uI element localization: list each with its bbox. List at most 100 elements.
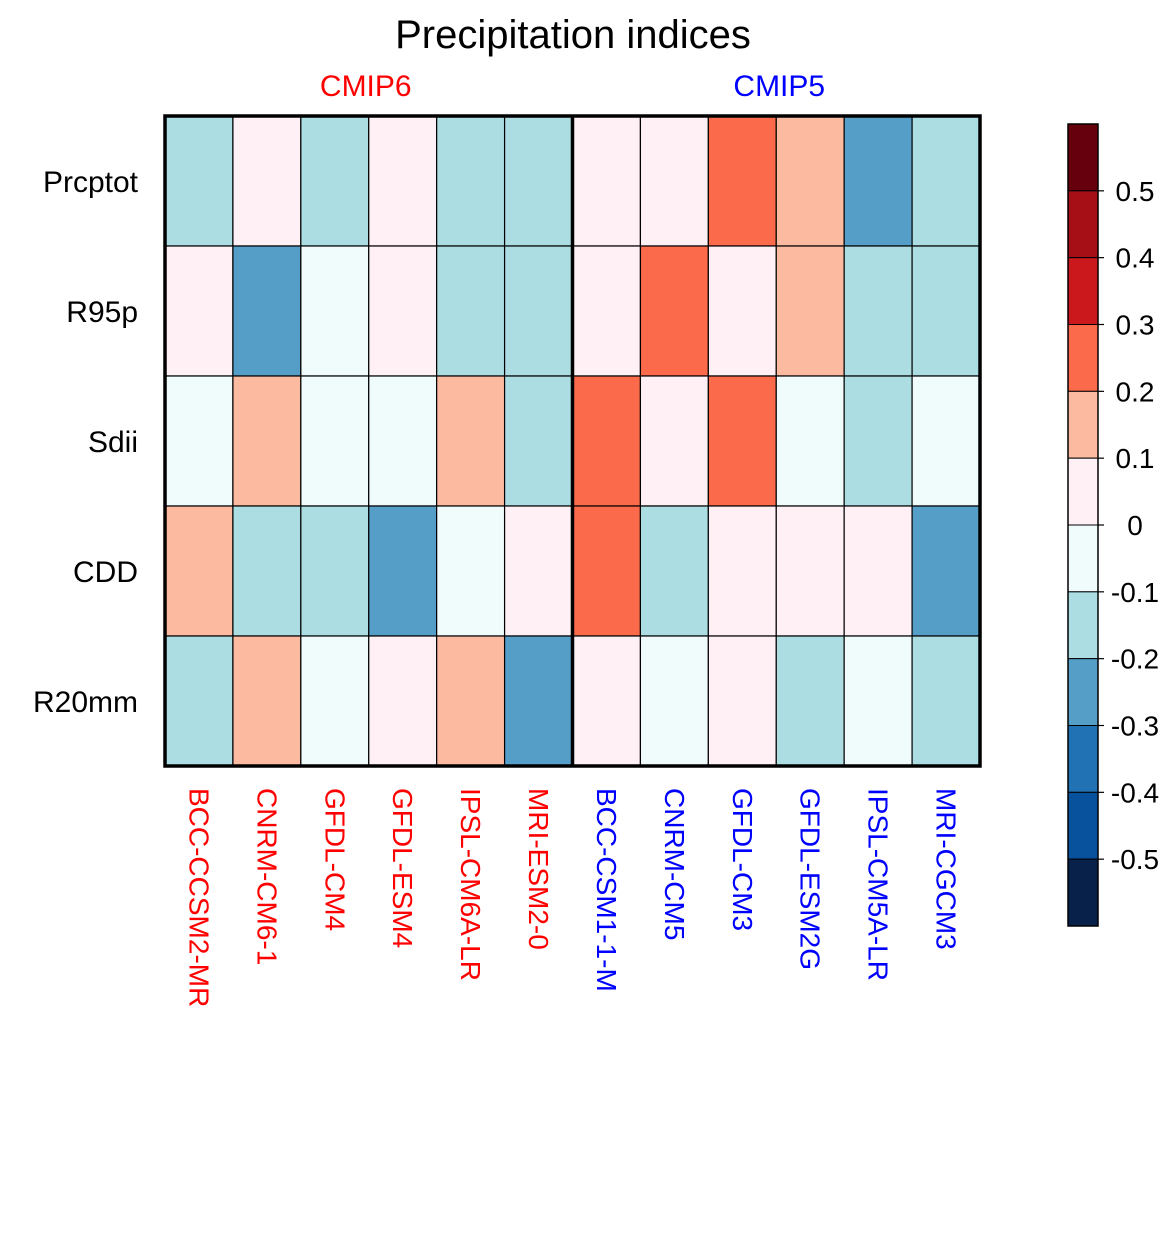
column-label: IPSL-CM6A-LR	[455, 788, 486, 981]
heatmap-cell	[300, 505, 370, 637]
colorbar-bin	[1067, 858, 1099, 927]
row-label: R95p	[66, 296, 138, 329]
heatmap-cell	[775, 115, 845, 247]
heatmap-cell	[436, 115, 506, 247]
column-label: MRI-ESM2-0	[523, 788, 554, 950]
heatmap-cell	[503, 635, 574, 767]
column-label: GFDL-CM3	[727, 788, 758, 931]
heatmap-cell	[436, 505, 506, 637]
heatmap-cell	[639, 505, 709, 637]
heatmap-cell	[707, 245, 777, 377]
heatmap-cell	[911, 635, 981, 767]
colorbar-bin	[1067, 725, 1099, 793]
chart-title: Precipitation indices	[395, 13, 751, 57]
row-label: Prcptot	[43, 166, 139, 199]
column-label: MRI-CGCM3	[931, 788, 962, 950]
heatmap-cell	[707, 505, 777, 637]
heatmap-cell	[775, 505, 845, 637]
row-label: Sdii	[88, 426, 138, 459]
column-label: GFDL-ESM4	[387, 788, 418, 948]
heatmap-cell	[232, 115, 302, 247]
column-label: GFDL-CM4	[319, 788, 350, 931]
heatmap-cell	[436, 375, 506, 507]
heatmap-cell	[775, 245, 845, 377]
colorbar-tick-label: 0	[1127, 510, 1143, 541]
heatmap-cell	[911, 505, 981, 637]
colorbar-bin	[1067, 791, 1099, 860]
colorbar-tick-label: -0.5	[1111, 844, 1159, 875]
colorbar-tick-label: -0.1	[1111, 577, 1159, 608]
colorbar: 0.5 0.4 0.3 0.2 0.1 0 -0.1 -0.2 -0.3 -0.4 -0.5	[1067, 123, 1159, 927]
heatmap-cell	[503, 115, 574, 247]
colorbar-bin	[1067, 257, 1099, 325]
heatmap-cell	[775, 375, 845, 507]
colorbar-bin	[1067, 324, 1099, 392]
heatmap-cells	[164, 115, 981, 767]
colorbar-tick-label: 0.3	[1116, 310, 1155, 341]
heatmap-cell	[436, 245, 506, 377]
column-label: GFDL-ESM2G	[795, 788, 826, 970]
heatmap-cell	[571, 505, 642, 637]
column-label: BCC-CSM1-1-M	[591, 788, 622, 992]
model-group-labels: CMIP6 CMIP5	[320, 70, 825, 103]
heatmap-cell	[707, 375, 777, 507]
heatmap-cell	[368, 505, 438, 637]
colorbar-bin	[1067, 591, 1099, 660]
colorbar-tick-label: -0.4	[1111, 777, 1159, 808]
column-label: IPSL-CM5A-LR	[863, 788, 894, 981]
heatmap-cell	[368, 375, 438, 507]
heatmap-cell	[571, 245, 642, 377]
heatmap-cell	[571, 635, 642, 767]
heatmap-cell	[164, 505, 234, 637]
heatmap-cell	[843, 245, 913, 377]
heatmap-cell	[232, 375, 302, 507]
heatmap-cell	[164, 375, 234, 507]
heatmap-cell	[707, 115, 777, 247]
heatmap-cell	[164, 635, 234, 767]
group-label: CMIP6	[320, 70, 412, 103]
heatmap-cell	[368, 635, 438, 767]
heatmap-cell	[368, 115, 438, 247]
heatmap-cell	[571, 115, 642, 247]
heatmap-cell	[300, 635, 370, 767]
heatmap-cell	[707, 635, 777, 767]
plot-frame	[163, 114, 982, 768]
row-label: CDD	[73, 556, 138, 589]
heatmap-cell	[232, 635, 302, 767]
colorbar-tick-label: 0.2	[1116, 376, 1155, 407]
colorbar-bin	[1067, 457, 1099, 526]
heatmap-cell	[436, 635, 506, 767]
colorbar-bin	[1067, 123, 1099, 192]
heatmap-cell	[911, 245, 981, 377]
colorbar-bin	[1067, 190, 1099, 259]
heatmap-cell	[300, 115, 370, 247]
group-label: CMIP5	[733, 70, 825, 103]
column-labels: BCC-CCSM2-MR CNRM-CM6-1 GFDL-CM4 GFDL-ESM4 I…	[183, 788, 961, 1007]
column-label: BCC-CCSM2-MR	[183, 788, 214, 1007]
heatmap-cell	[911, 115, 981, 247]
heatmap-cell	[300, 245, 370, 377]
heatmap-cell	[164, 245, 234, 377]
heatmap-cell	[503, 375, 574, 507]
row-labels: Prcptot R95p Sdii CDD R20mm	[33, 166, 139, 719]
heatmap-cell	[843, 635, 913, 767]
heatmap-cell	[164, 115, 234, 247]
heatmap-cell	[639, 375, 709, 507]
heatmap-cell	[232, 505, 302, 637]
heatmap-cell	[843, 375, 913, 507]
colorbar-bin	[1067, 658, 1099, 727]
heatmap-cell	[639, 115, 709, 247]
colorbar-tick-label: 0.1	[1116, 443, 1155, 474]
column-label: CNRM-CM5	[659, 788, 690, 940]
heatmap-cell	[843, 505, 913, 637]
heatmap-cell	[911, 375, 981, 507]
colorbar-tick-label: 0.4	[1116, 243, 1155, 274]
heatmap-cell	[639, 245, 709, 377]
colorbar-tick-label: -0.3	[1111, 711, 1159, 742]
column-label: CNRM-CM6-1	[251, 788, 282, 965]
colorbar-bin	[1067, 524, 1099, 593]
colorbar-bin	[1067, 390, 1099, 459]
heatmap-cell	[639, 635, 709, 767]
